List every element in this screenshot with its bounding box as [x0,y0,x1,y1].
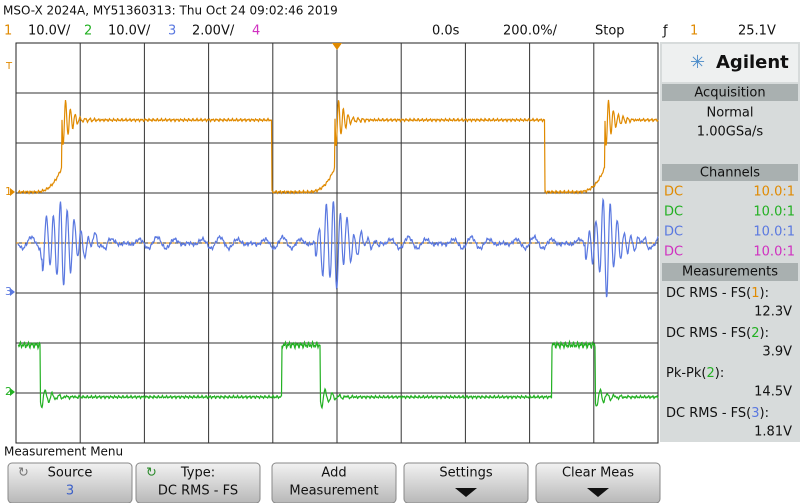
softkey[interactable]: Add Measurement [271,462,397,503]
softkey-label: Type: [180,466,215,481]
ground-marker: 1 [5,185,12,198]
waveforms [17,99,659,410]
panel-bg [660,42,800,442]
softkey-label: Settings [439,466,493,481]
measurement-value: 12.3V [754,305,792,320]
softkey[interactable]: Type: DC RMS - FS↻ [135,462,261,503]
channel-probe: 10.0:1 [753,185,795,200]
trigger-level: 25.1V [738,24,776,39]
trigger-edge: ƒ [662,24,668,39]
channel-3-trace [17,197,659,298]
channel-number: 4 [252,24,260,39]
channel-2-trace [17,339,659,410]
softkey-icon: ↻ [18,466,29,481]
trigger-position [332,43,342,50]
softkey[interactable]: Source 3 ↻ [7,462,133,503]
time-position: 0.0s [432,24,460,39]
channel-coupling: DC [664,205,683,220]
label-text: DC RMS - FS( [666,406,751,421]
label-channel: 2 [707,366,715,381]
label-suffix: ): [760,326,769,341]
label-suffix: ): [715,366,724,381]
label-channel: 1 [751,286,759,301]
measurement-label: DC RMS - FS(1): [666,286,769,301]
section-title: Acquisition [694,86,765,101]
ground-marker: 2 [5,385,12,398]
softkey-label: Clear Meas [562,466,634,481]
ground-arrow [10,288,15,296]
label-text: Pk-Pk( [666,366,707,381]
trigger-marker: T [5,61,13,72]
label-text: DC RMS - FS( [666,286,751,301]
section-header [662,263,798,281]
channel-bar: 1 10.0V/2 10.0V/3 2.00V/4 [4,24,260,39]
channel-probe: 10.0:1 [753,245,795,260]
softkey-bg[interactable] [7,462,133,503]
section-header [662,164,798,181]
section-header [662,84,798,101]
softkey-value: DC RMS - FS [158,484,238,499]
logo-box [662,44,798,82]
channel-scale: 10.0V/ [108,24,151,39]
logo-star: ✳ [690,52,705,73]
softkey-arrow [455,488,477,497]
softkey-value: Measurement [289,484,378,499]
channel-number: 1 [4,24,12,39]
softkey-label: Source [48,466,93,481]
acq-rate: 1.00GSa/s [697,125,764,140]
title: MSO-X 2024A, MY51360313: Thu Oct 24 09:0… [3,4,338,18]
ground-arrow [10,388,15,396]
measurement-label: DC RMS - FS(2): [666,326,769,341]
channel-number: 3 [168,24,176,39]
channel-probe: 10.0:1 [753,205,795,220]
channel-scale: 2.00V/ [192,24,235,39]
label-channel: 2 [751,326,759,341]
section-title: Measurements [682,265,778,280]
label-suffix: ): [760,286,769,301]
measurement-value: 14.5V [754,385,792,400]
channel-number: 2 [84,24,92,39]
softkey-arrow [587,488,609,497]
brand: Agilent [716,52,789,73]
measurement-value: 1.81V [754,425,792,440]
softkey-icon: ↻ [146,466,157,481]
softkey-bg[interactable] [403,462,529,503]
softkey-value: 3 [66,484,74,499]
trigger-channel: 1 [690,24,698,39]
softkey-bg[interactable] [135,462,261,503]
ground-arrow [10,188,15,196]
run-status: Stop [595,24,625,39]
softkey[interactable]: Clear Meas [535,462,661,503]
channel-scale: 10.0V/ [28,24,71,39]
menu-title: Measurement Menu [4,445,123,459]
channel-probe: 10.0:1 [753,225,795,240]
label-suffix: ): [760,406,769,421]
measurement-label: DC RMS - FS(3): [666,406,769,421]
label-text: DC RMS - FS( [666,326,751,341]
ground-marker: 3 [5,285,12,298]
channel-coupling: DC [664,225,683,240]
measurement-value: 3.9V [762,345,792,360]
measurement-label: Pk-Pk(2): [666,366,724,381]
softkey-bg[interactable] [535,462,661,503]
channel-1-trace [17,99,659,195]
softkey[interactable]: Settings [403,462,529,503]
time-scale: 200.0%/ [503,24,558,39]
label-channel: 3 [751,406,759,421]
channel-coupling: DC [664,245,683,260]
softkey-bg[interactable] [271,462,397,503]
acq-mode: Normal [706,106,753,121]
side-panel: ✳ Agilent Acquisition Normal 1.00GSa/s C… [660,42,800,442]
softkey-label: Add [321,466,346,481]
section-title: Channels [700,166,760,181]
channel-coupling: DC [664,185,683,200]
